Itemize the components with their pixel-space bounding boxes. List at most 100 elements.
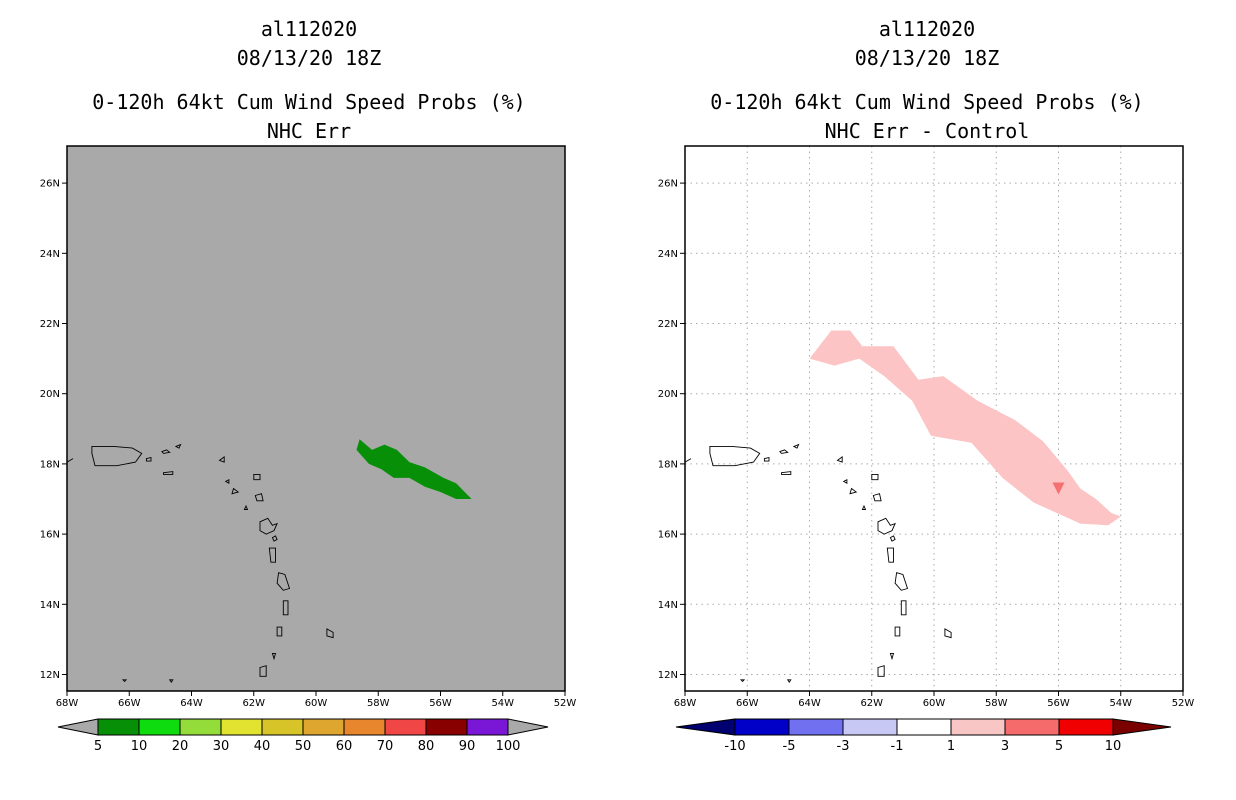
island-outline <box>739 679 746 683</box>
left-datetime: 08/13/20 18Z <box>236 46 382 70</box>
coastline <box>67 458 74 463</box>
left-product-title: 0-120h 64kt Cum Wind Speed Probs (%) <box>92 90 526 114</box>
island-outline <box>886 547 894 563</box>
lon-tick-label: 62W <box>860 698 883 709</box>
colorbar-swatch <box>220 718 263 736</box>
island-outline <box>781 471 792 475</box>
lat-tick-label: 18N <box>658 459 678 470</box>
lat-tick-label: 14N <box>658 600 678 611</box>
lon-tick-label: 64W <box>798 698 821 709</box>
island-outline <box>877 665 885 677</box>
island-outline <box>836 456 843 463</box>
lon-tick-label: 68W <box>56 698 79 709</box>
island-outline <box>842 478 848 484</box>
lat-tick-label: 26N <box>40 179 60 190</box>
island-outline <box>268 547 276 563</box>
colorbar-label: 10 <box>131 739 148 754</box>
colorbar-swatch <box>179 718 222 736</box>
island-outline <box>168 679 174 684</box>
colorbar-swatch <box>842 718 898 736</box>
island-outline <box>243 504 249 510</box>
lon-tick-label: 60W <box>305 698 328 709</box>
lat-tick-label: 26N <box>658 179 678 190</box>
colorbar-label: 30 <box>213 739 230 754</box>
island-outline <box>763 457 770 462</box>
island-outline <box>786 679 792 684</box>
lat-tick-label: 22N <box>40 319 60 330</box>
island-outline <box>326 628 334 639</box>
colorbar-label: -5 <box>783 739 796 754</box>
left-colorbar: 5 10 20 30 40 50 60 70 80 90 100 <box>57 718 549 754</box>
island-outline <box>145 457 152 462</box>
lat-tick-label: 24N <box>658 249 678 260</box>
island-outline <box>271 535 278 542</box>
lon-tick-label: 58W <box>367 698 390 709</box>
right-product-title: 0-120h 64kt Cum Wind Speed Probs (%) <box>710 90 1144 114</box>
colorbar-low-arrow <box>675 718 736 736</box>
colorbar-swatch <box>261 718 304 736</box>
island-outline <box>889 535 896 542</box>
lat-tick-label: 16N <box>40 530 60 541</box>
probability-swath <box>356 439 472 499</box>
lon-tick-label: 60W <box>923 698 946 709</box>
right-datetime: 08/13/20 18Z <box>854 46 1000 70</box>
island-outline <box>894 572 909 591</box>
island-outline <box>254 493 264 502</box>
island-outline <box>276 626 283 637</box>
colorbar-label: 50 <box>295 739 312 754</box>
colorbar-high-arrow <box>1112 718 1172 736</box>
lon-tick-label: 64W <box>180 698 203 709</box>
left-storm-id: al112020 <box>260 17 358 41</box>
lon-tick-label: 56W <box>1047 698 1070 709</box>
island-outline <box>282 600 289 616</box>
island-outline <box>872 493 882 502</box>
lat-tick-label: 24N <box>40 249 60 260</box>
colorbar-swatch <box>138 718 181 736</box>
island-outline <box>900 600 907 616</box>
colorbar-label: 20 <box>172 739 189 754</box>
lat-tick-label: 18N <box>40 459 60 470</box>
lat-tick-label: 20N <box>658 389 678 400</box>
island-outline <box>944 628 952 639</box>
colorbar-swatch <box>1058 718 1114 736</box>
left-map-background <box>67 146 565 691</box>
lon-tick-label: 58W <box>985 698 1008 709</box>
colorbar-swatch <box>1004 718 1060 736</box>
colorbar-low-arrow <box>57 718 99 736</box>
lon-tick-label: 54W <box>491 698 514 709</box>
lon-tick-label: 56W <box>429 698 452 709</box>
colorbar-label: 70 <box>377 739 394 754</box>
island-outline <box>231 487 240 495</box>
island-outline <box>709 445 761 467</box>
colorbar-label: 60 <box>336 739 353 754</box>
right-map-panel: 12N 14N 16N 18N 20N 22N 24N 26N 68W 66W 64W 62W 60W 5… <box>658 145 1194 709</box>
lat-tick-label: 12N <box>658 670 678 681</box>
colorbar-label: 10 <box>1105 739 1122 754</box>
island-outline <box>779 449 789 454</box>
island-outline <box>259 517 278 535</box>
island-outline <box>849 487 858 495</box>
lon-tick-label: 54W <box>1109 698 1132 709</box>
island-outline <box>224 478 230 484</box>
island-outline <box>253 473 261 481</box>
colorbar-label: -1 <box>891 739 904 754</box>
colorbar-high-arrow <box>507 718 549 736</box>
colorbar-swatch <box>896 718 952 736</box>
colorbar-label: 3 <box>1001 739 1009 754</box>
island-outline <box>121 679 128 683</box>
lon-tick-label: 52W <box>554 698 577 709</box>
lat-tick-label: 16N <box>658 530 678 541</box>
difference-marker <box>1052 482 1065 495</box>
right-storm-id: al112020 <box>878 17 976 41</box>
colorbar-label: -3 <box>837 739 850 754</box>
island-outline <box>161 449 171 454</box>
lon-tick-label: 68W <box>674 698 697 709</box>
colorbar-swatch <box>343 718 386 736</box>
colorbar-swatch <box>466 718 509 736</box>
colorbar-label: 80 <box>418 739 435 754</box>
island-outline <box>163 471 174 475</box>
island-outline <box>792 443 800 449</box>
island-outline <box>271 652 277 661</box>
left-map-panel: 12N 14N 16N 18N 20N 22N 24N 26N 68W 66W 64W 62W 60W 5… <box>40 145 577 709</box>
